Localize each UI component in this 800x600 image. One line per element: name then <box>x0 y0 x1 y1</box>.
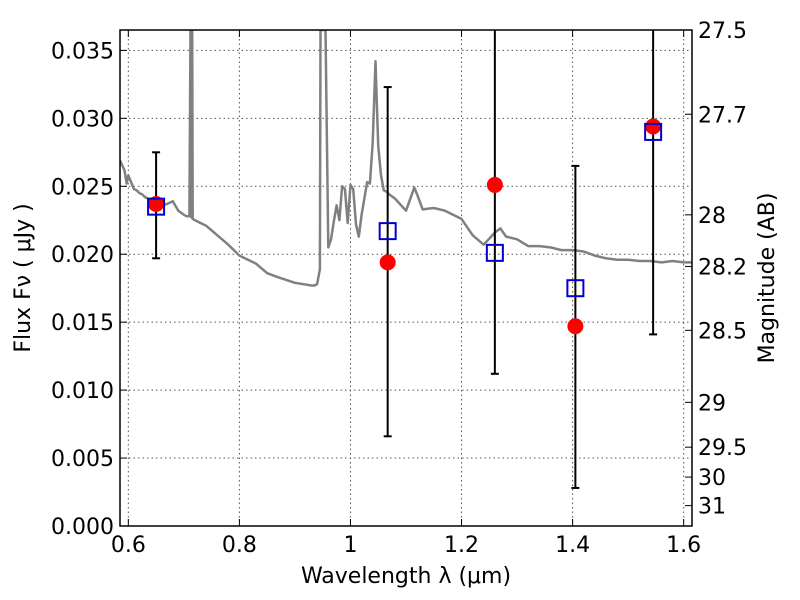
right-tick-label: 27.5 <box>698 19 747 44</box>
x-tick-label: 0.6 <box>111 533 146 558</box>
y-tick-label: 0.030 <box>51 107 114 132</box>
x-axis-label: Wavelength λ (μm) <box>301 564 511 589</box>
right-tick-label: 27.7 <box>698 103 747 128</box>
right-tick-label: 28 <box>698 204 726 229</box>
y-tick-label: 0.025 <box>51 175 114 200</box>
right-tick-label: 28.2 <box>698 255 747 280</box>
observed-point <box>486 176 503 193</box>
y-tick-label: 0.010 <box>51 379 114 404</box>
synthetic-point <box>644 122 663 141</box>
x-tick-label: 1 <box>343 533 357 558</box>
synthetic-point <box>566 279 585 298</box>
plot-frame <box>119 29 693 527</box>
spectrum-line <box>120 30 692 287</box>
grid <box>120 30 692 527</box>
right-tick-label: 29.5 <box>698 436 747 461</box>
right-tick-label: 31 <box>698 495 726 520</box>
right-tick-label: 30 <box>698 466 726 491</box>
synthetic-point <box>378 222 397 241</box>
observed-point <box>645 118 662 135</box>
x-tick-label: 0.8 <box>222 533 257 558</box>
y-tick-label: 0.035 <box>51 39 114 64</box>
y-tick-label: 0.015 <box>51 311 114 336</box>
observed-point <box>379 254 396 271</box>
synthetic-point <box>485 243 504 262</box>
right-tick-label: 28.5 <box>698 319 747 344</box>
observed-point <box>567 318 584 335</box>
axis-tick-labels: 0.6 0.8 1 1.2 1.4 1.6 0.000 0.005 0.010 0.015 0.02… <box>51 19 747 558</box>
x-tick-label: 1.6 <box>666 533 701 558</box>
x-tick-label: 1.2 <box>444 533 479 558</box>
y-axis-label-left: Flux Fν ( μJy ) <box>11 203 36 352</box>
right-tick-label: 29 <box>698 391 726 416</box>
synthetic-point <box>147 197 166 216</box>
y-tick-label: 0.000 <box>51 515 114 540</box>
y-tick-label: 0.020 <box>51 243 114 268</box>
axis-ticks <box>120 29 692 527</box>
y-axis-label-right: Magnitude (AB) <box>755 193 780 364</box>
y-tick-label: 0.005 <box>51 447 114 472</box>
x-tick-label: 1.4 <box>555 533 590 558</box>
plot-area <box>120 30 692 489</box>
